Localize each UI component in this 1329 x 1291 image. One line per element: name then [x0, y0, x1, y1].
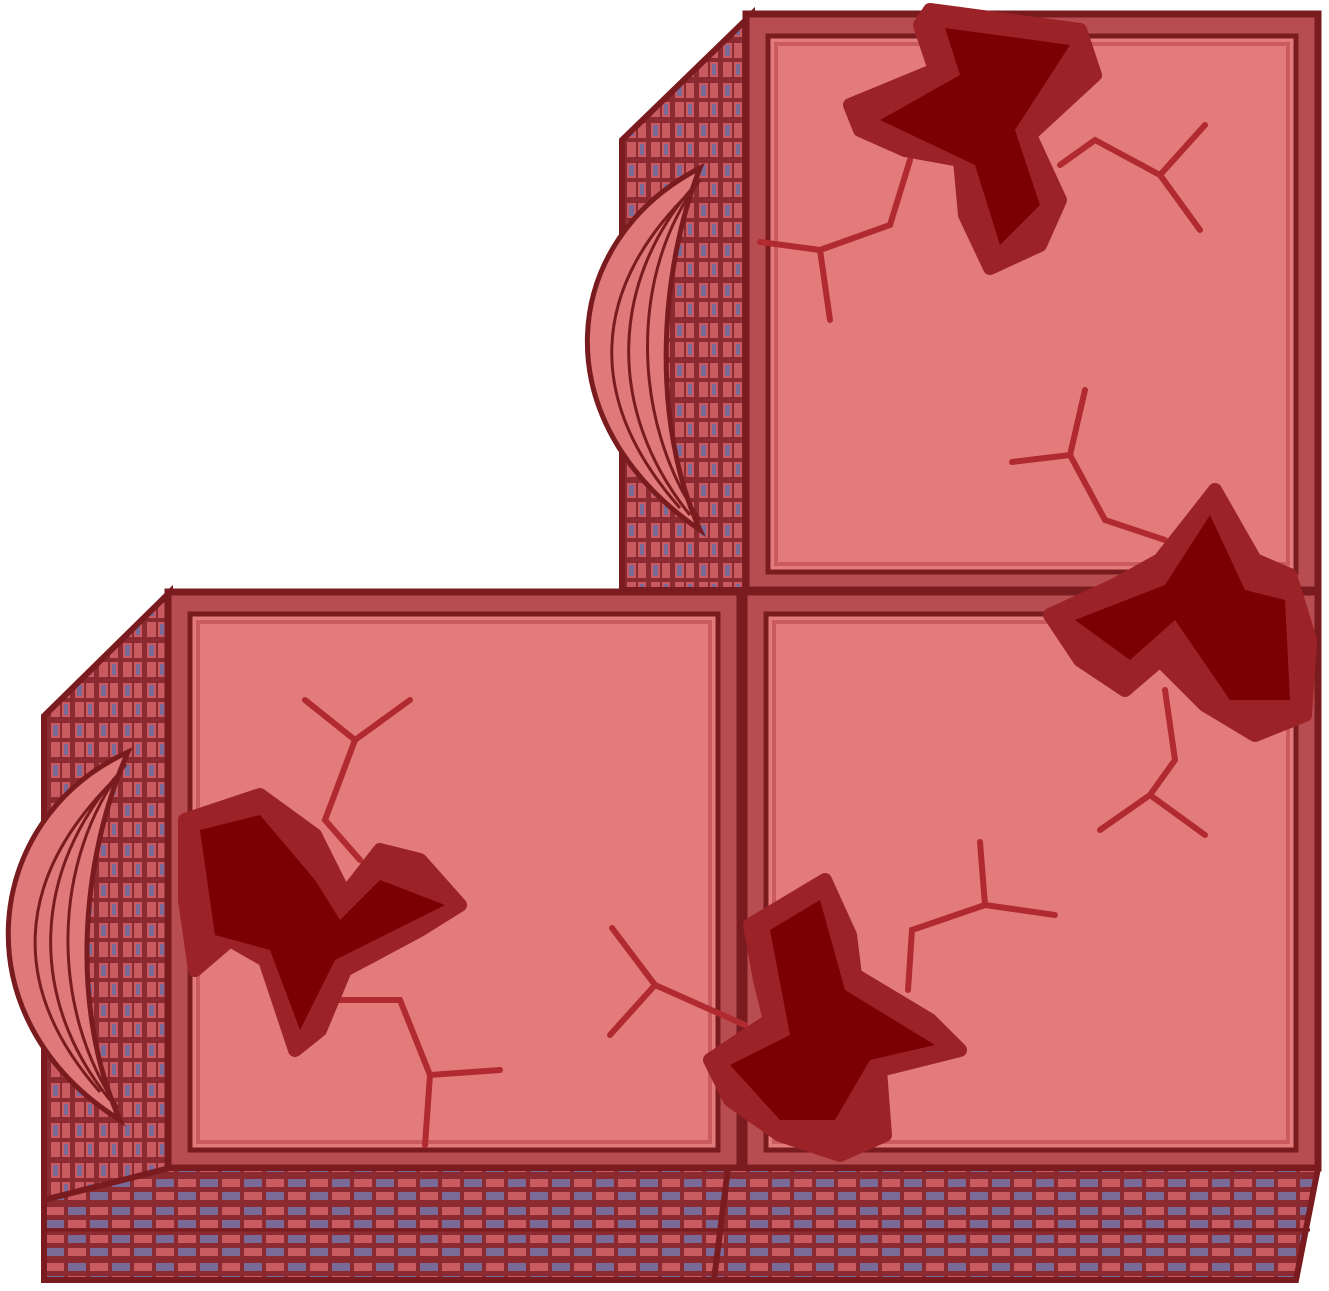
lower-fin — [5, 746, 133, 1127]
splat-bottom — [703, 873, 967, 1162]
cracks — [302, 122, 1208, 1148]
upper-fin — [585, 162, 706, 538]
splat-left — [178, 788, 467, 1057]
bottom-brick-strip — [41, 1165, 1322, 1283]
splat-top — [843, 3, 1102, 275]
splat-right — [1043, 483, 1317, 742]
